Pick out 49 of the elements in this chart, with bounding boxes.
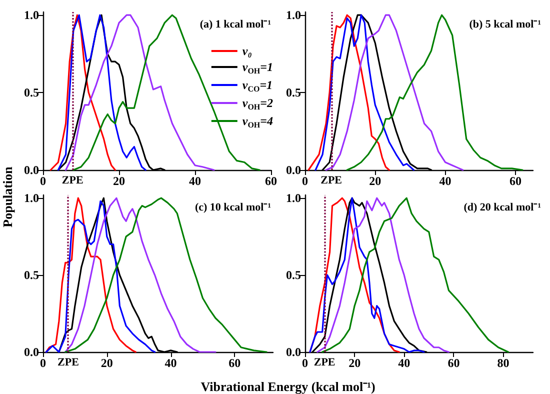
y-tick-label: 0.5 xyxy=(24,86,39,100)
x-tick-label: 40 xyxy=(439,174,452,188)
y-tick-label: 1.0 xyxy=(286,8,301,22)
x-tick-label: 40 xyxy=(398,356,410,370)
ref-line-label: ZPE xyxy=(62,174,84,186)
line-series xyxy=(316,197,450,353)
y-tick-label: 0.5 xyxy=(286,268,301,282)
x-tick-label: 60 xyxy=(509,174,522,188)
x-tick-label: 0 xyxy=(40,356,46,370)
legend-label: v₀ xyxy=(242,44,252,58)
line-series xyxy=(45,197,136,353)
x-tick-label: 40 xyxy=(164,356,177,370)
text: (a) 1 kcal mol⁻¹ xyxy=(200,18,272,30)
text: (b) 5 kcal mol⁻¹ xyxy=(469,18,542,30)
y-axis-title: Population xyxy=(0,166,16,228)
x-tick-label: 20 xyxy=(113,174,125,188)
text: (c) 10 kcal mol⁻¹ xyxy=(194,202,272,214)
line-series xyxy=(65,14,215,171)
line-series xyxy=(50,14,116,171)
y-tick-label: 0.0 xyxy=(286,163,301,177)
x-tick-label: 40 xyxy=(189,174,201,188)
x-tick-label: 0 xyxy=(40,174,46,188)
line-series xyxy=(45,200,156,353)
x-tick-label: 20 xyxy=(369,174,382,188)
ref-line-label: ZPE xyxy=(320,174,342,186)
x-tick-label: 0 xyxy=(302,174,308,188)
y-tick-label: 0.0 xyxy=(24,345,39,359)
text: (d) 20 kcal mol⁻¹ xyxy=(464,202,542,214)
line-series xyxy=(325,14,464,171)
line-series xyxy=(57,14,146,171)
ref-line-label: ZPE xyxy=(58,356,79,368)
y-tick-label: 1.0 xyxy=(286,191,301,206)
line-series xyxy=(314,14,415,171)
x-tick-label: 0 xyxy=(302,356,308,370)
x-tick-label: 20 xyxy=(348,356,361,370)
x-tick-label: 60 xyxy=(228,356,241,370)
ref-line-label: ZPE xyxy=(314,356,336,368)
x-tick-label: 60 xyxy=(265,174,277,188)
y-tick-label: 1.0 xyxy=(24,191,39,206)
y-tick-label: 0.0 xyxy=(24,163,39,177)
y-tick-label: 1.0 xyxy=(24,8,39,22)
y-tick-label: 0.5 xyxy=(286,86,301,100)
y-tick-label: 0.0 xyxy=(286,345,301,359)
line-series xyxy=(308,14,390,171)
x-tick-label: 60 xyxy=(448,356,460,370)
x-tick-label: 20 xyxy=(100,356,113,370)
x-axis-title: Vibrational Energy (kcal mol⁻¹) xyxy=(200,378,376,394)
x-tick-label: 80 xyxy=(497,356,510,370)
y-tick-label: 0.5 xyxy=(24,268,39,282)
